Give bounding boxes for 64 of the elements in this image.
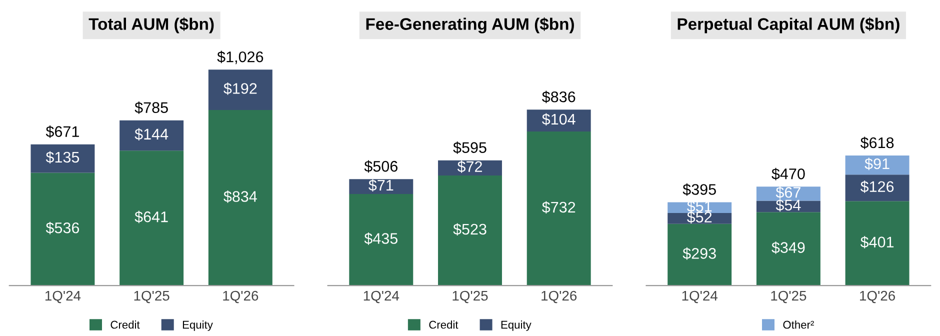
x-tick-label: 1Q'24 <box>45 290 81 304</box>
legend-label: Credit <box>429 320 458 329</box>
x-tick-label: 1Q'26 <box>223 290 258 304</box>
data-label: $91 <box>864 158 890 170</box>
data-label: $192 <box>224 82 257 95</box>
x-tick-label: 1Q'26 <box>860 290 895 304</box>
bar <box>349 179 414 194</box>
data-label: $72 <box>457 160 482 173</box>
bar <box>756 186 820 201</box>
x-tick-label: 1Q'24 <box>682 290 718 304</box>
total-label: $618 <box>860 136 894 150</box>
total-label: $785 <box>134 102 168 114</box>
bar <box>30 172 95 286</box>
total-label: $470 <box>772 168 805 180</box>
total-label: $395 <box>682 183 716 196</box>
data-label: $834 <box>224 190 257 203</box>
total-label: $1,026 <box>217 50 264 64</box>
bar <box>120 120 184 151</box>
bar <box>349 194 414 286</box>
data-label: $523 <box>453 223 486 236</box>
chart-title: Fee-Generating AUM ($bn) <box>366 17 574 34</box>
total-label: $836 <box>542 90 576 104</box>
legend-label: Credit <box>110 320 140 329</box>
bar <box>845 155 910 175</box>
legend-label: Equity <box>182 320 213 331</box>
x-tick-label: 1Q'25 <box>771 290 806 304</box>
data-label: $349 <box>772 242 805 254</box>
x-tick-label: 1Q'26 <box>542 290 577 304</box>
bar <box>526 110 591 132</box>
bar <box>208 110 272 286</box>
data-label: $641 <box>134 210 168 224</box>
total-label: $671 <box>46 126 79 138</box>
bar <box>438 160 502 176</box>
data-label: $732 <box>542 201 576 214</box>
bar <box>845 201 910 286</box>
total-label: $595 <box>453 142 486 154</box>
data-label: $401 <box>860 236 894 248</box>
x-tick-label: 1Q'25 <box>134 290 170 304</box>
bar <box>438 175 502 286</box>
total-label: $506 <box>364 160 398 173</box>
data-label: $126 <box>860 180 894 193</box>
bar <box>120 150 184 286</box>
bar <box>30 144 95 173</box>
bar <box>668 224 732 286</box>
data-label: $144 <box>134 128 168 141</box>
data-label: $293 <box>682 247 716 260</box>
bar <box>526 131 591 286</box>
data-label: $52 <box>687 211 712 224</box>
bar <box>756 212 820 286</box>
legend-label: Equity <box>501 320 532 331</box>
data-label: $54 <box>776 199 801 212</box>
x-tick-label: 1Q'24 <box>364 290 400 304</box>
chart-title: Total AUM ($bn) <box>88 17 214 34</box>
bar <box>208 70 272 110</box>
bar <box>845 174 910 202</box>
data-label: $67 <box>776 186 800 199</box>
chart-title: Perpetual Capital AUM ($bn) <box>678 17 900 34</box>
data-label: $435 <box>364 232 398 245</box>
legend-label: Other² <box>783 320 814 329</box>
data-label: $536 <box>46 222 80 234</box>
x-tick-label: 1Q'25 <box>452 290 488 304</box>
data-label: $104 <box>542 113 576 126</box>
data-label: $135 <box>46 151 80 164</box>
data-label: $71 <box>368 179 394 192</box>
